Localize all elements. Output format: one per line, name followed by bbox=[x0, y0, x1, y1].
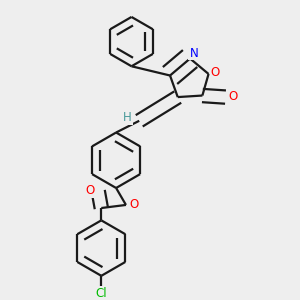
Text: H: H bbox=[123, 111, 132, 124]
Text: O: O bbox=[85, 184, 94, 196]
Text: N: N bbox=[189, 46, 198, 59]
Text: O: O bbox=[229, 90, 238, 103]
Text: O: O bbox=[211, 66, 220, 79]
Text: O: O bbox=[129, 197, 138, 211]
Text: Cl: Cl bbox=[95, 287, 107, 300]
